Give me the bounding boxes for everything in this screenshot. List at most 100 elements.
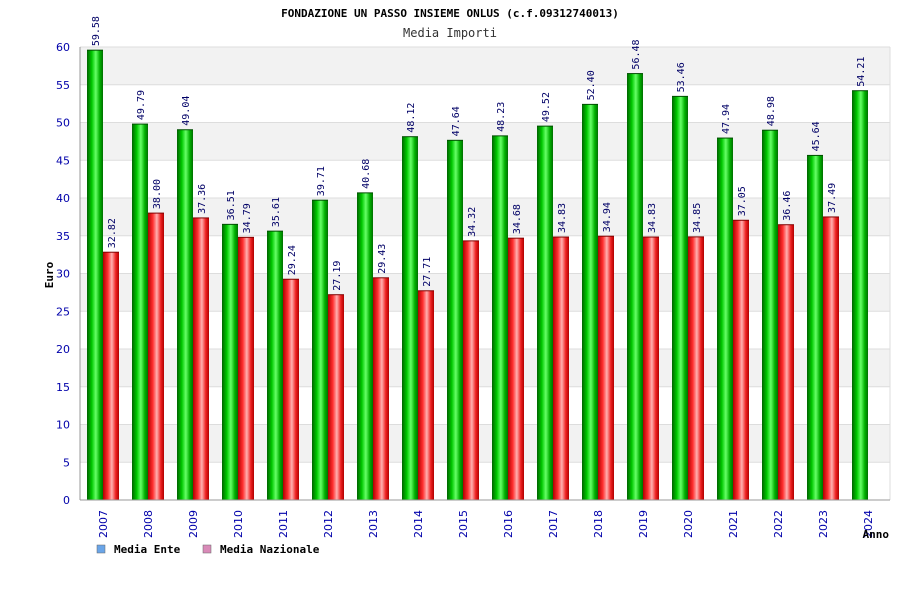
x-tick-label: 2011 (277, 510, 290, 538)
value-label: 49.79 (136, 90, 147, 120)
x-tick-label: 2009 (187, 510, 200, 538)
y-tick-label: 15 (56, 381, 70, 394)
bar-media-ente-2017 (537, 126, 553, 501)
bar-media-nazionale-2014 (418, 290, 434, 500)
value-label: 34.94 (602, 202, 613, 232)
bar-media-nazionale-2020 (688, 236, 704, 500)
y-tick-label: 5 (63, 456, 70, 469)
value-label: 48.98 (766, 96, 777, 126)
grid-band (80, 122, 890, 161)
value-label: 47.94 (721, 104, 732, 134)
legend-label-media-nazionale: Media Nazionale (220, 543, 320, 556)
grid-bands (80, 47, 890, 500)
value-label: 27.19 (332, 261, 343, 291)
x-tick-label: 2019 (637, 510, 650, 538)
value-label: 34.79 (242, 203, 253, 233)
value-label: 34.83 (647, 203, 658, 233)
value-label: 34.83 (557, 203, 568, 233)
value-label: 37.36 (197, 184, 208, 214)
bar-media-ente-2020 (672, 96, 688, 500)
bar-media-nazionale-2012 (328, 294, 344, 500)
x-tick-label: 2015 (457, 510, 470, 538)
y-tick-label: 25 (56, 305, 70, 318)
bar-media-ente-2013 (357, 192, 373, 500)
grid-band (80, 273, 890, 312)
bar-media-nazionale-2016 (508, 238, 524, 500)
value-label: 32.82 (107, 218, 118, 248)
bar-media-ente-2022 (762, 130, 778, 501)
x-tick-label: 2022 (772, 510, 785, 538)
bar-media-ente-2012 (312, 200, 328, 500)
x-tick-label: 2024 (862, 510, 875, 538)
grid-band (80, 198, 890, 236)
bar-media-ente-2018 (582, 104, 598, 500)
bar-media-ente-2021 (717, 138, 733, 501)
bar-media-nazionale-2011 (283, 279, 299, 500)
x-axis-label: Anno (863, 528, 890, 541)
x-tick-label: 2008 (142, 510, 155, 538)
value-label: 39.71 (316, 166, 327, 196)
value-label: 37.49 (827, 183, 838, 213)
value-label: 36.46 (782, 191, 793, 221)
grid-band (80, 84, 890, 123)
value-label: 29.24 (287, 245, 298, 275)
x-tick-label: 2014 (412, 510, 425, 538)
value-label: 38.00 (152, 179, 163, 209)
x-tick-label: 2021 (727, 510, 740, 538)
grid-band (80, 160, 890, 198)
bar-media-ente-2011 (267, 231, 283, 500)
grid-band (80, 47, 890, 85)
bar-media-ente-2008 (132, 124, 148, 500)
value-label: 34.85 (692, 203, 703, 233)
y-tick-label: 60 (56, 41, 70, 54)
x-tick-label: 2017 (547, 510, 560, 538)
bar-media-ente-2024 (852, 90, 868, 500)
legend-label-media-ente: Media Ente (114, 543, 181, 556)
chart-subtitle: Media Importi (403, 26, 497, 40)
bar-media-nazionale-2010 (238, 237, 254, 500)
x-tick-label: 2010 (232, 510, 245, 538)
grid-band (80, 462, 890, 500)
bar-media-nazionale-2022 (778, 224, 794, 501)
y-tick-label: 20 (56, 343, 70, 356)
value-label: 49.52 (541, 92, 552, 122)
value-label: 34.68 (512, 204, 523, 234)
bar-media-nazionale-2008 (148, 213, 164, 500)
grid-band (80, 349, 890, 387)
grid-band (80, 311, 890, 349)
bar-media-ente-2007 (87, 50, 103, 501)
bar-media-ente-2016 (492, 135, 508, 500)
bar-media-ente-2009 (177, 129, 193, 501)
grid-band (80, 235, 890, 274)
y-tick-label: 45 (56, 154, 70, 167)
value-label: 45.64 (811, 121, 822, 151)
y-tick-label: 55 (56, 79, 70, 92)
x-axis-ticks: 2007 2008 2009 2010 2011 2012 2013 2014 2015 2016… (97, 510, 875, 538)
value-labels: 59.58 32.82 49.79 38.00 49.04 37.36 36.51 34.79… (91, 16, 867, 291)
value-label: 36.51 (226, 190, 237, 220)
value-label: 29.43 (377, 244, 388, 274)
x-tick-label: 2020 (682, 510, 695, 538)
value-label: 48.12 (406, 103, 417, 133)
bar-media-nazionale-2023 (823, 216, 839, 500)
bar-media-nazionale-2007 (103, 252, 119, 500)
x-tick-label: 2018 (592, 510, 605, 538)
bar-media-ente-2010 (222, 224, 238, 501)
legend-swatch-media-nazionale (202, 544, 212, 554)
y-tick-label: 0 (63, 494, 70, 507)
y-axis-ticks: 0 5 10 15 20 25 30 35 40 45 50 55 60 (56, 41, 70, 507)
bar-media-ente-2023 (807, 155, 823, 500)
x-tick-label: 2007 (97, 510, 110, 538)
bar-media-nazionale-2021 (733, 220, 749, 500)
legend-swatch-media-ente (96, 544, 106, 554)
y-tick-label: 30 (56, 268, 70, 281)
bar-media-ente-2014 (402, 136, 418, 500)
bar-media-nazionale-2019 (643, 237, 659, 500)
value-label: 52.40 (586, 70, 597, 100)
bars (87, 49, 868, 501)
bar-media-ente-2019 (627, 73, 643, 501)
value-label: 35.61 (271, 197, 282, 227)
y-axis-label: Euro (43, 261, 56, 288)
bar-media-nazionale-2015 (463, 240, 479, 500)
